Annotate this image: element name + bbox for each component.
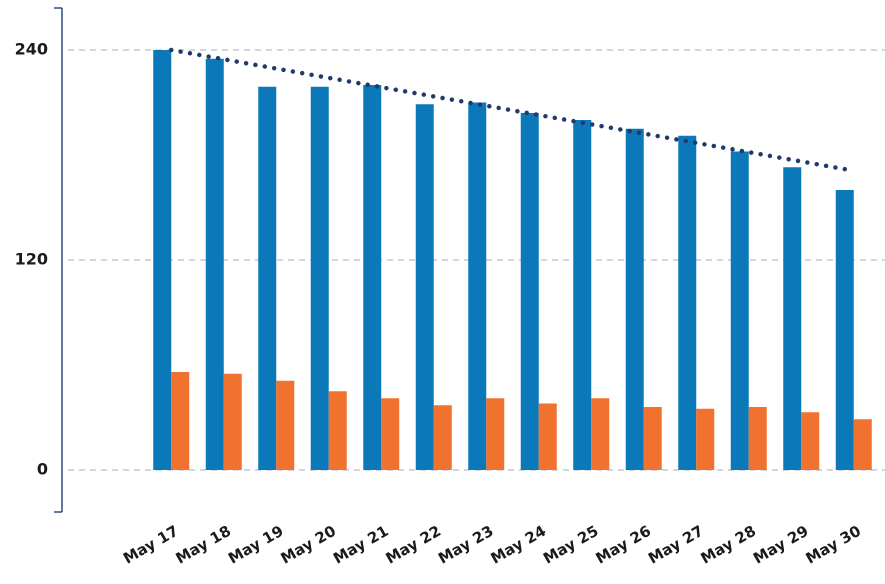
y-tick-label: 0 xyxy=(37,460,48,479)
bar xyxy=(538,403,557,470)
bar xyxy=(678,135,697,470)
bar xyxy=(625,128,644,470)
x-tick-label: May 19 xyxy=(225,522,286,568)
x-tick-label: May 25 xyxy=(540,522,601,568)
x-tick-label: May 24 xyxy=(488,522,549,568)
bar xyxy=(730,151,749,470)
bar xyxy=(783,167,802,470)
x-tick-label: May 17 xyxy=(120,522,181,568)
bar xyxy=(748,407,767,470)
trend-line xyxy=(169,47,856,173)
bar xyxy=(153,50,172,470)
x-tick-label: May 30 xyxy=(803,522,864,568)
x-tick-label: May 27 xyxy=(645,522,706,568)
bar xyxy=(433,405,452,470)
bar xyxy=(801,412,820,470)
x-tick-label: May 20 xyxy=(278,522,339,568)
bar xyxy=(415,104,434,470)
bar xyxy=(223,373,242,470)
bar xyxy=(381,398,400,470)
bar xyxy=(363,85,382,470)
x-tick-label: May 21 xyxy=(330,522,391,568)
x-tick-label: May 26 xyxy=(593,522,654,568)
bar xyxy=(328,391,347,470)
bar xyxy=(835,190,854,470)
x-tick-label: May 18 xyxy=(173,522,234,568)
bar xyxy=(591,398,610,470)
x-tick-label: May 28 xyxy=(698,522,759,568)
bar xyxy=(696,408,715,470)
bar xyxy=(310,86,329,470)
bar xyxy=(468,102,487,470)
bar xyxy=(853,419,872,470)
bar xyxy=(486,398,505,470)
y-tick-label: 240 xyxy=(15,40,48,59)
bar xyxy=(520,113,539,470)
x-tick-label: May 23 xyxy=(435,522,496,568)
x-tick-label: May 29 xyxy=(750,522,811,568)
bar xyxy=(276,380,295,470)
bar xyxy=(573,120,592,470)
bar xyxy=(205,58,224,470)
bar xyxy=(643,407,662,470)
bar xyxy=(171,372,190,470)
y-tick-label: 120 xyxy=(15,250,48,269)
bar xyxy=(258,86,277,470)
x-tick-label: May 22 xyxy=(383,522,444,568)
